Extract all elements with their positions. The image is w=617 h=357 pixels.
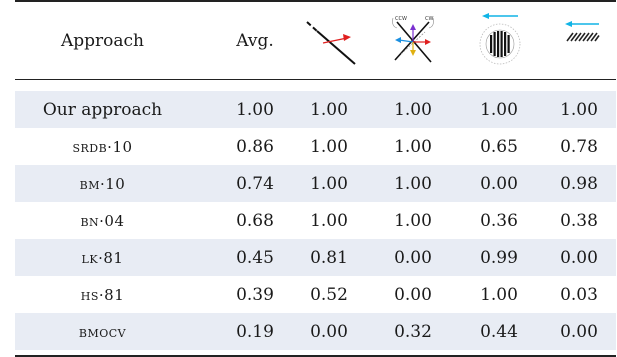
score-value: 0.98 <box>560 173 598 194</box>
score-value: 0.03 <box>560 284 598 305</box>
score-value: 1.00 <box>310 210 348 231</box>
table-row: LK·81 0.45 0.81 0.00 0.99 0.00 <box>15 239 616 276</box>
crossing-edges-with-colored-arrows-icon: CCW CW <box>392 16 434 63</box>
score-value: 1.00 <box>394 173 432 194</box>
table-row: BM·10 0.74 1.00 1.00 0.00 0.98 <box>15 165 616 202</box>
diagonal-edge-with-red-arrow-icon <box>306 21 356 65</box>
avg-value: 0.74 <box>236 173 274 194</box>
avg-value: 1.00 <box>236 99 274 120</box>
cw-label: CW <box>425 16 433 22</box>
avg-value: 0.19 <box>236 321 274 342</box>
approach-name: BM·10 <box>79 174 126 193</box>
approach-name: Our approach <box>42 99 163 120</box>
table-row: BN·04 0.68 1.00 1.00 0.36 0.38 <box>15 202 616 239</box>
score-value: 0.32 <box>394 321 432 342</box>
approach-name: HS·81 <box>80 285 125 304</box>
top-rule <box>15 0 616 2</box>
avg-value: 0.68 <box>236 210 274 231</box>
score-value: 0.00 <box>480 173 518 194</box>
header-rule <box>15 79 616 81</box>
score-value: 0.00 <box>394 284 432 305</box>
score-value: 0.99 <box>480 247 518 268</box>
score-value: 0.00 <box>310 321 348 342</box>
table-header: Approach Avg. CCW CW <box>15 2 616 79</box>
score-value: 1.00 <box>480 284 518 305</box>
score-value: 1.00 <box>310 99 348 120</box>
approach-name: LK·81 <box>81 248 124 267</box>
score-value: 1.00 <box>394 136 432 157</box>
score-value: 1.00 <box>310 173 348 194</box>
table-row: Our approach 1.00 1.00 1.00 1.00 1.00 <box>15 91 616 128</box>
score-value: 0.44 <box>480 321 518 342</box>
score-value: 0.78 <box>560 136 598 157</box>
table-row: BMOCV 0.19 0.00 0.32 0.44 0.00 <box>15 313 616 350</box>
avg-value: 0.86 <box>236 136 274 157</box>
approach-name: BN·04 <box>80 211 125 230</box>
concentric-circle-stripes-with-arrow-icon <box>479 13 521 65</box>
score-value: 0.81 <box>310 247 348 268</box>
score-value: 0.00 <box>560 247 598 268</box>
approach-name: SRDB·10 <box>72 137 133 156</box>
score-value: 1.00 <box>480 99 518 120</box>
approach-name: BMOCV <box>78 322 127 341</box>
score-value: 1.00 <box>310 136 348 157</box>
score-value: 0.65 <box>480 136 518 157</box>
header-avg: Avg. <box>236 30 274 51</box>
score-value: 1.00 <box>560 99 598 120</box>
avg-value: 0.39 <box>236 284 274 305</box>
avg-value: 0.45 <box>236 247 274 268</box>
header-approach: Approach <box>60 30 144 51</box>
table-row: HS·81 0.39 0.52 0.00 1.00 0.03 <box>15 276 616 313</box>
ccw-label: CCW <box>395 16 407 22</box>
score-value: 1.00 <box>394 210 432 231</box>
table-row: SRDB·10 0.86 1.00 1.00 0.65 0.78 <box>15 128 616 165</box>
score-value: 0.00 <box>394 247 432 268</box>
score-value: 0.38 <box>560 210 598 231</box>
score-value: 0.36 <box>480 210 518 231</box>
score-value: 0.52 <box>310 284 348 305</box>
hatched-bar-with-arrow-icon <box>565 21 600 42</box>
bottom-rule <box>15 355 616 357</box>
score-value: 0.00 <box>560 321 598 342</box>
score-value: 1.00 <box>394 99 432 120</box>
